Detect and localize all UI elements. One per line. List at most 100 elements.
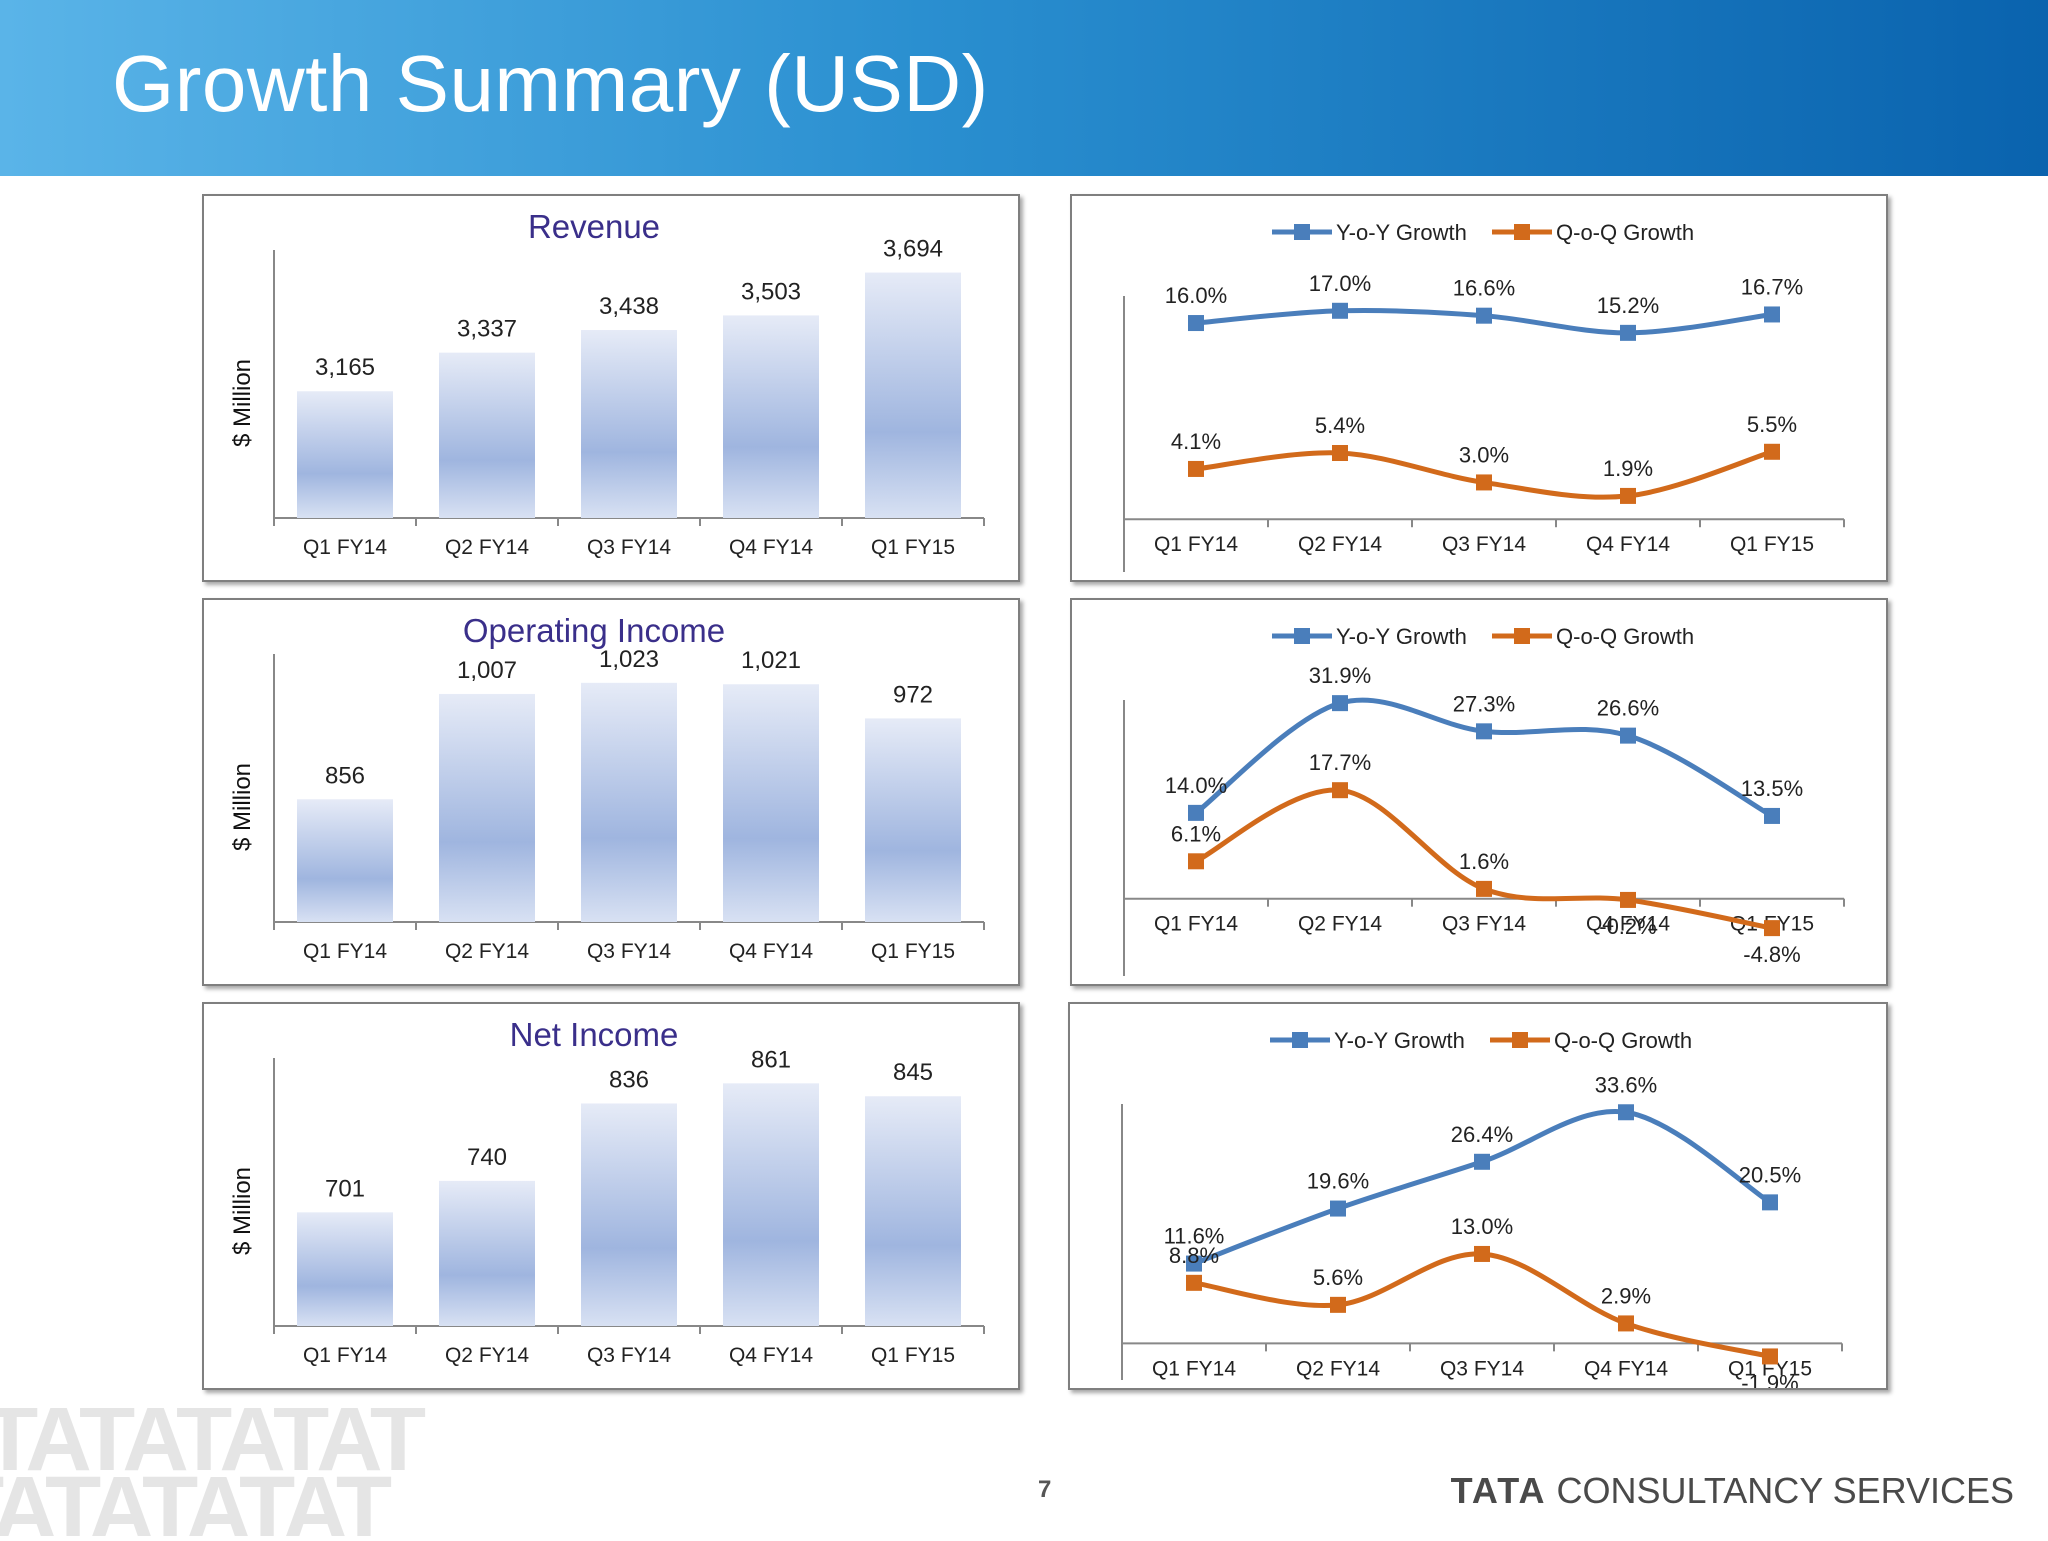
bar (581, 682, 677, 922)
data-point (1620, 324, 1636, 341)
x-tick-label: Q4 FY14 (729, 940, 813, 963)
legend-swatch-marker (1514, 224, 1530, 240)
data-label: 17.0% (1309, 271, 1371, 296)
data-point (1476, 880, 1492, 897)
data-label: 16.6% (1453, 276, 1515, 301)
x-tick-label: Q3 FY14 (1442, 533, 1526, 556)
x-tick-label: Q4 FY14 (1584, 1357, 1668, 1380)
y-axis-label: $ Million (229, 1167, 256, 1255)
line-chart-svg: Y-o-Y Growth Q-o-Q Growth Q1 FY14 Q2 FY14 Q3… (1121, 1028, 1843, 1388)
x-tick-label: Q4 FY14 (1586, 533, 1670, 556)
x-tick-label: Q1 FY15 (871, 1344, 955, 1367)
bar-chart-svg: Operating Income $ Million 856 Q1 FY14 1,007… (229, 612, 985, 963)
slide-title: Growth Summary (USD) (112, 39, 989, 128)
data-label: 5.5% (1747, 412, 1797, 437)
legend-swatch-marker (1292, 1032, 1308, 1048)
data-label: -1.9% (1741, 1370, 1798, 1388)
data-label: 16.7% (1741, 274, 1803, 299)
legend-swatch-marker (1294, 628, 1310, 644)
data-label: 3,503 (741, 278, 801, 305)
data-point (1762, 1348, 1778, 1365)
data-label: 26.4% (1451, 1122, 1513, 1147)
data-point (1474, 1153, 1490, 1170)
bar (865, 1096, 961, 1326)
data-label: 26.6% (1597, 696, 1659, 721)
data-label: 3,438 (599, 293, 659, 320)
data-label: 1,021 (741, 647, 801, 674)
legend-label: Y-o-Y Growth (1336, 624, 1467, 649)
data-label: 1.9% (1603, 456, 1653, 481)
x-tick-label: Q2 FY14 (1298, 533, 1382, 556)
data-point (1188, 804, 1204, 821)
x-tick-label: Q1 FY14 (1152, 1357, 1236, 1380)
brand-name: CONSULTANCY SERVICES (1556, 1470, 2014, 1511)
x-tick-label: Q2 FY14 (1296, 1357, 1380, 1380)
data-label: 3,165 (315, 354, 375, 381)
legend-label: Q-o-Q Growth (1556, 220, 1694, 245)
line-chart-svg: Y-o-Y Growth Q-o-Q Growth Q1 FY14 Q2 FY14 Q3… (1123, 624, 1845, 976)
bar (581, 329, 677, 518)
bar (297, 391, 393, 518)
legend-label: Y-o-Y Growth (1334, 1028, 1465, 1053)
data-point (1618, 1104, 1634, 1121)
data-label: 845 (893, 1059, 933, 1086)
data-point (1476, 723, 1492, 740)
legend-label: Y-o-Y Growth (1336, 220, 1467, 245)
x-tick-label: Q3 FY14 (1442, 913, 1526, 936)
data-label: 3.0% (1459, 442, 1509, 467)
data-label: 11.6% (1164, 1224, 1225, 1249)
data-point (1764, 920, 1780, 937)
data-label: 15.2% (1597, 293, 1659, 318)
bar (865, 272, 961, 518)
legend-label: Q-o-Q Growth (1554, 1028, 1692, 1053)
x-tick-label: Q4 FY14 (1586, 913, 1670, 936)
x-tick-label: Q3 FY14 (587, 940, 671, 963)
data-label: 972 (893, 681, 933, 708)
bar (297, 799, 393, 922)
data-point (1188, 853, 1204, 870)
data-label: 861 (751, 1046, 791, 1073)
x-tick-label: Q2 FY14 (445, 536, 529, 559)
data-point (1188, 460, 1204, 477)
slide-header: Growth Summary (USD) (0, 0, 2048, 176)
data-point (1186, 1255, 1202, 1272)
data-point (1188, 315, 1204, 332)
legend-swatch-marker (1294, 224, 1310, 240)
legend-label: Q-o-Q Growth (1556, 624, 1694, 649)
data-point (1186, 1274, 1202, 1291)
x-tick-label: Q1 FY15 (1730, 533, 1814, 556)
y-axis-label: $ Million (229, 763, 256, 851)
data-point (1330, 1200, 1346, 1217)
data-point (1764, 306, 1780, 323)
data-label: 33.6% (1595, 1072, 1657, 1097)
data-point (1764, 443, 1780, 460)
data-label: 13.5% (1741, 776, 1803, 801)
data-label: 5.4% (1315, 413, 1365, 438)
data-point (1332, 782, 1348, 799)
x-tick-label: Q3 FY14 (587, 1344, 671, 1367)
revenue-chart-panel: Revenue $ Million 3,165 Q1 FY14 3,337 Q2 FY14… (202, 194, 1020, 582)
data-point (1620, 891, 1636, 908)
chart-title: Revenue (528, 208, 660, 245)
data-label: 2.9% (1601, 1283, 1651, 1308)
bar (581, 1103, 677, 1326)
data-point (1332, 445, 1348, 462)
revenue-growth-chart-panel: Y-o-Y Growth Q-o-Q Growth Q1 FY14 Q2 FY14 Q3… (1070, 194, 1888, 582)
x-tick-label: Q1 FY15 (871, 536, 955, 559)
x-tick-label: Q2 FY14 (445, 1344, 529, 1367)
data-label: -4.8% (1743, 942, 1800, 967)
operating-income-chart-panel: Operating Income $ Million 856 Q1 FY14 1,007… (202, 598, 1020, 986)
x-tick-label: Q3 FY14 (587, 536, 671, 559)
data-point (1476, 307, 1492, 324)
bar (723, 684, 819, 922)
data-label: 1.6% (1459, 849, 1509, 874)
chart-title: Operating Income (463, 612, 725, 649)
legend-swatch-marker (1512, 1032, 1528, 1048)
line-chart-svg: Y-o-Y Growth Q-o-Q Growth Q1 FY14 Q2 FY14 Q3… (1123, 220, 1845, 572)
data-point (1764, 807, 1780, 824)
data-point (1620, 487, 1636, 504)
data-label: 3,694 (883, 236, 943, 263)
bar (439, 693, 535, 922)
data-label: 6.1% (1171, 821, 1221, 846)
series-line (1193, 697, 1775, 819)
